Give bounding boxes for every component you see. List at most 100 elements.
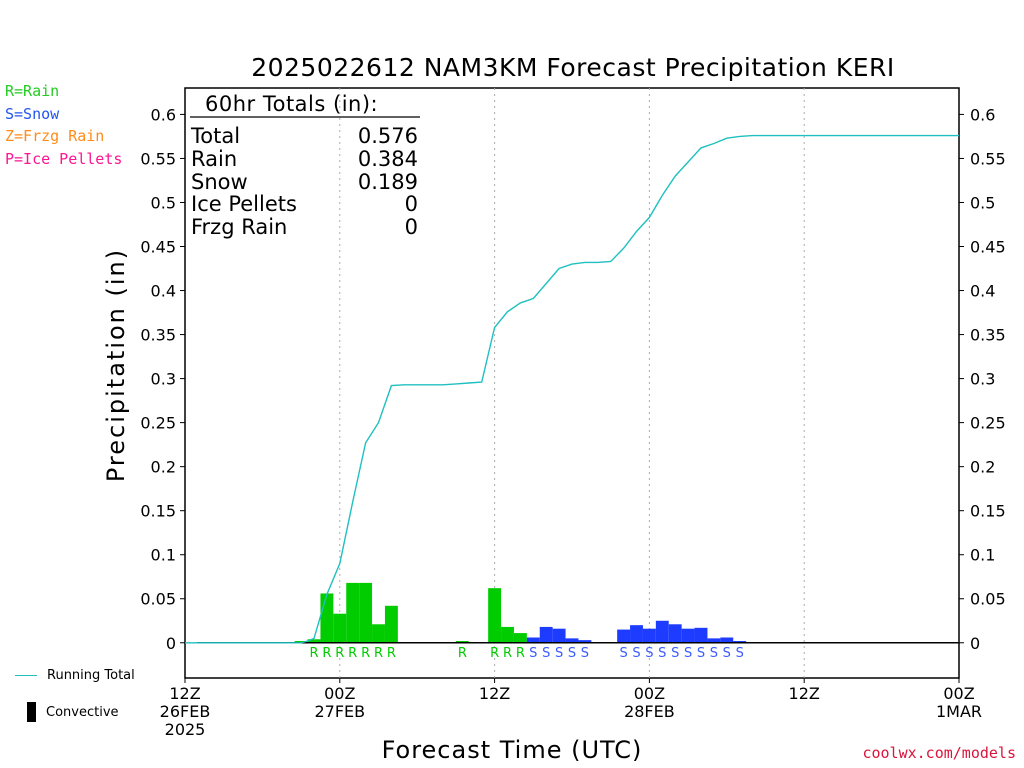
precip-type-letter: R [458, 646, 467, 661]
precip-type-letter: R [322, 646, 331, 661]
rain-bar [384, 605, 398, 643]
precip-type-letter: S [710, 646, 718, 661]
rain-bar [488, 588, 502, 643]
rain-bar [455, 641, 469, 643]
snow-bar [668, 624, 682, 643]
snow-bar [642, 628, 656, 643]
snow-bar [707, 638, 721, 643]
running-total-swatch [15, 674, 37, 677]
precip-type-letter: R [335, 646, 344, 661]
snow-bar [539, 626, 553, 643]
y-tick-label-right: 0.5 [970, 193, 995, 212]
totals-rain-label: Rain [191, 147, 237, 171]
precip-type-letter: R [490, 646, 499, 661]
running-total-line [185, 134, 959, 644]
precip-type-letter: R [516, 646, 525, 661]
snow-bar [681, 628, 695, 643]
precip-type-letter: S [658, 646, 666, 661]
x-tick-label: 12Z [789, 684, 820, 703]
legend-snow: S=Snow [5, 104, 60, 123]
y-tick-label-right: 0.25 [970, 414, 1006, 433]
y-tick-label-right: 0.1 [970, 546, 995, 565]
y-tick-label: 0.35 [140, 326, 176, 345]
legend-running-total: Running Total [15, 668, 135, 683]
snow-bar [578, 640, 592, 643]
plot-frame [184, 87, 960, 679]
y-tick-label: 0.5 [151, 193, 176, 212]
totals-ice-pellets-value: 0 [405, 192, 418, 216]
y-tick-label: 0.55 [140, 149, 176, 168]
precip-type-letter: S [736, 646, 744, 661]
precip-type-letter: S [671, 646, 679, 661]
totals-total-value: 0.576 [358, 124, 418, 148]
totals-total-label: Total [190, 124, 240, 148]
x-axis-label: Forecast Time (UTC) [382, 736, 643, 764]
precip-type-letter: S [697, 646, 705, 661]
rain-bar [320, 593, 334, 643]
precip-type-letter: S [632, 646, 640, 661]
y-tick-label-right: 0.05 [970, 590, 1006, 609]
snow-bar [694, 627, 708, 643]
x-tick-label: 12Z [169, 684, 200, 703]
precip-type-letter: S [645, 646, 653, 661]
y-tick-label-right: 0.15 [970, 502, 1006, 521]
axis-ticks: 0 00.05 0.050.1 0.10.15 0.150.2 0.20.25 0.250.… [140, 105, 1005, 739]
y-tick-label-right: 0.2 [970, 458, 995, 477]
y-tick-label: 0.15 [140, 502, 176, 521]
totals-frzg-rain-label: Frzg Rain [191, 215, 287, 239]
totals-rain-value: 0.384 [358, 147, 418, 171]
convective-swatch [27, 702, 36, 722]
y-tick-label-right: 0.45 [970, 238, 1006, 257]
snow-bar [720, 637, 734, 643]
credit: coolwx.com/models [862, 744, 1016, 762]
rain-bar [307, 639, 321, 643]
totals-snow-label: Snow [191, 170, 248, 194]
precip-type-letter: R [361, 646, 370, 661]
bars [294, 582, 747, 643]
chart-title: 2025022612 NAM3KM Forecast Precipitation… [251, 53, 895, 82]
grid-lines [339, 88, 805, 678]
snow-bar [552, 628, 566, 643]
totals-frzg-rain-value: 0 [405, 215, 418, 239]
snow-bar [565, 638, 579, 643]
legend-rain: R=Rain [5, 82, 60, 100]
precip-type-letter: R [348, 646, 357, 661]
y-tick-label: 0.45 [140, 238, 176, 257]
precip-type-letter: S [684, 646, 692, 661]
snow-bar [630, 625, 643, 643]
totals-ice-pellets-label: Ice Pellets [191, 192, 297, 216]
precip-type-legend: R=Rain S=Snow Z=Frzg Rain P=Ice Pellets [5, 80, 122, 170]
precip-type-letter: S [555, 646, 563, 661]
precip-type-letter: S [723, 646, 731, 661]
rain-bar [501, 626, 514, 643]
legend-ice-pellets: P=Ice Pellets [5, 149, 123, 168]
rain-bar [359, 582, 373, 643]
precip-type-letter: S [581, 646, 589, 661]
x-tick-label: 00Z [634, 684, 665, 703]
precip-type-letter: S [542, 646, 550, 661]
snow-bar [655, 620, 669, 643]
y-tick-label-right: 0.6 [970, 105, 995, 124]
x-tick-label: 26FEB [160, 702, 211, 721]
x-tick-label: 28FEB [624, 702, 675, 721]
legend-convective-label: Convective [46, 704, 119, 720]
precip-type-letter: S [568, 646, 576, 661]
snow-bar [526, 637, 540, 643]
y-axis-label: Precipitation (in) [102, 248, 130, 482]
y-tick-label: 0.25 [140, 414, 176, 433]
y-tick-label: 0.05 [140, 590, 176, 609]
totals-box: 60hr Totals (in): Total 0.576 Rain 0.384… [190, 92, 420, 239]
x-tick-label: 2025 [165, 720, 206, 739]
rain-bar [513, 633, 527, 643]
totals-heading: 60hr Totals (in): [205, 92, 378, 116]
y-tick-label-right: 0.4 [970, 282, 995, 301]
rain-bar [372, 624, 385, 643]
x-tick-label: 12Z [479, 684, 510, 703]
y-tick-label: 0.6 [151, 105, 176, 124]
legend-freezing-rain: Z=Frzg Rain [5, 127, 105, 145]
totals-snow-value: 0.189 [358, 170, 418, 194]
y-tick-label-right: 0.3 [970, 370, 995, 389]
